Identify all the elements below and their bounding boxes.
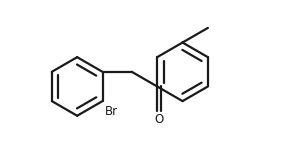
Text: Br: Br [105,105,118,118]
Text: O: O [154,113,164,126]
